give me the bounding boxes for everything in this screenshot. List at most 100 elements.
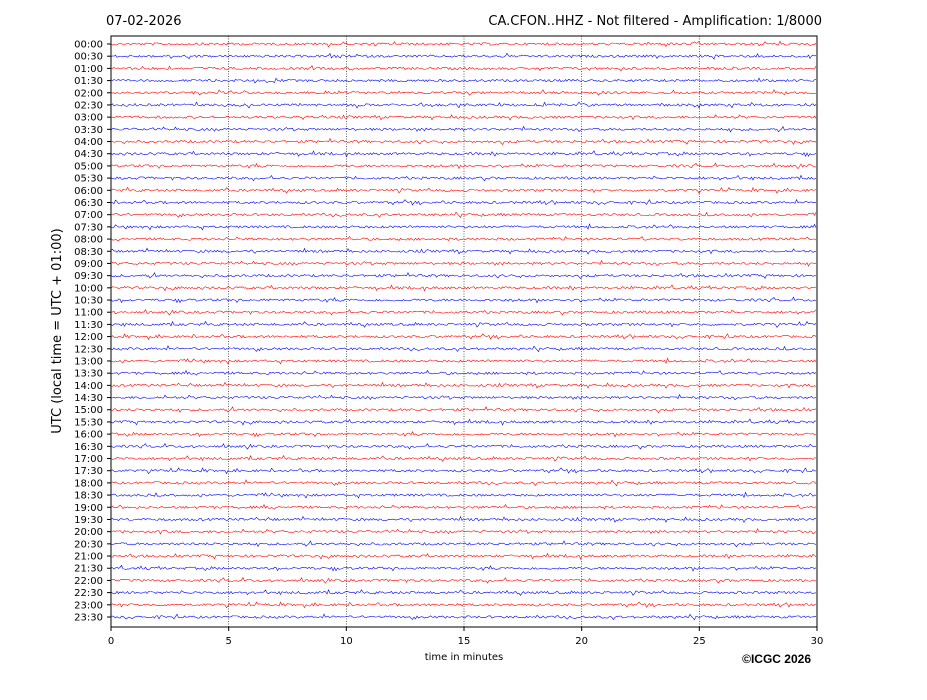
trace [110,247,817,255]
trace [110,284,817,292]
y-tick-label: 04:30 [74,149,103,160]
trace [110,406,817,414]
trace [110,186,817,194]
x-tick-label: 30 [811,636,824,647]
y-tick-label: 12:30 [74,344,103,355]
trace [110,174,817,182]
y-tick-label: 00:00 [74,40,103,51]
y-tick-label: 07:30 [74,222,103,233]
trace [110,296,817,304]
y-tick-label: 05:30 [74,174,103,185]
y-tick-label: 02:30 [74,100,103,111]
trace [110,369,817,376]
trace [110,150,817,158]
x-tick-label: 15 [458,636,471,647]
y-tick-label: 10:00 [74,283,103,294]
y-tick-label: 22:30 [74,588,103,599]
trace [110,235,817,242]
trace [110,467,817,475]
trace [110,381,817,389]
trace [110,515,817,523]
trace [110,564,817,572]
trace [110,504,817,510]
y-axis-label: UTC (local time = UTC + 01:00) [50,228,65,433]
trace [110,271,817,280]
y-tick-label: 03:30 [74,125,103,136]
trace [110,431,817,438]
y-tick-label: 18:30 [74,491,103,502]
trace [110,65,817,72]
trace [110,137,817,146]
trace [110,162,817,170]
y-tick-label: 22:00 [74,576,103,587]
y-tick-label: 11:00 [74,308,103,319]
y-tick-label: 07:00 [74,210,103,221]
trace [110,540,817,548]
trace [110,259,817,267]
y-tick-label: 05:00 [74,161,103,172]
y-tick-label: 12:00 [74,332,103,343]
y-tick-label: 11:30 [74,320,103,331]
trace [110,393,817,401]
y-tick-label: 03:00 [74,113,103,124]
trace [110,601,817,609]
y-tick-label: 16:00 [74,430,103,441]
y-tick-label: 21:30 [74,564,103,575]
y-tick-label: 13:00 [74,356,103,367]
trace [110,454,817,462]
trace [110,77,817,84]
trace [110,418,817,426]
trace [110,589,817,596]
x-tick-label: 5 [225,636,231,647]
trace [110,89,817,96]
trace [110,211,817,219]
y-tick-label: 06:30 [74,198,103,209]
trace [110,528,817,535]
y-tick-label: 10:30 [74,296,103,307]
y-tick-label: 21:00 [74,552,103,563]
y-tick-label: 17:30 [74,466,103,477]
y-tick-label: 01:30 [74,76,103,87]
trace [110,101,817,109]
trace [110,320,817,328]
y-tick-label: 23:30 [74,613,103,624]
date: 07-02-2026 [106,14,182,29]
trace [110,491,817,499]
y-tick-label: 08:00 [74,235,103,246]
y-tick-label: 17:00 [74,454,103,465]
y-tick-label: 20:00 [74,527,103,538]
x-tick-label: 0 [108,636,114,647]
trace [110,308,817,316]
y-tick-label: 06:00 [74,186,103,197]
x-axis-label: time in minutes [425,652,504,663]
x-tick-label: 10 [340,636,353,647]
trace [110,576,817,584]
x-tick-label: 25 [693,636,706,647]
y-tick-label: 13:30 [74,369,103,380]
y-tick-label: 15:00 [74,405,103,416]
y-tick-label: 20:30 [74,539,103,550]
trace [110,52,817,60]
trace [110,357,817,365]
y-tick-label: 16:30 [74,442,103,453]
y-tick-label: 08:30 [74,247,103,258]
trace [110,345,817,353]
trace [110,333,817,341]
trace [110,198,817,206]
y-tick-label: 19:30 [74,515,103,526]
y-tick-label: 18:00 [74,478,103,489]
y-tick-label: 19:00 [74,503,103,514]
y-tick-label: 09:00 [74,259,103,270]
y-tick-label: 04:00 [74,137,103,148]
y-tick-label: 00:30 [74,52,103,63]
trace [110,40,817,48]
credit: ©ICGC 2026 [742,652,811,666]
trace [110,223,817,231]
trace [110,114,817,121]
y-tick-label: 14:00 [74,381,103,392]
trace [110,442,817,450]
y-tick-label: 14:30 [74,393,103,404]
trace [110,613,817,621]
y-tick-label: 15:30 [74,417,103,428]
